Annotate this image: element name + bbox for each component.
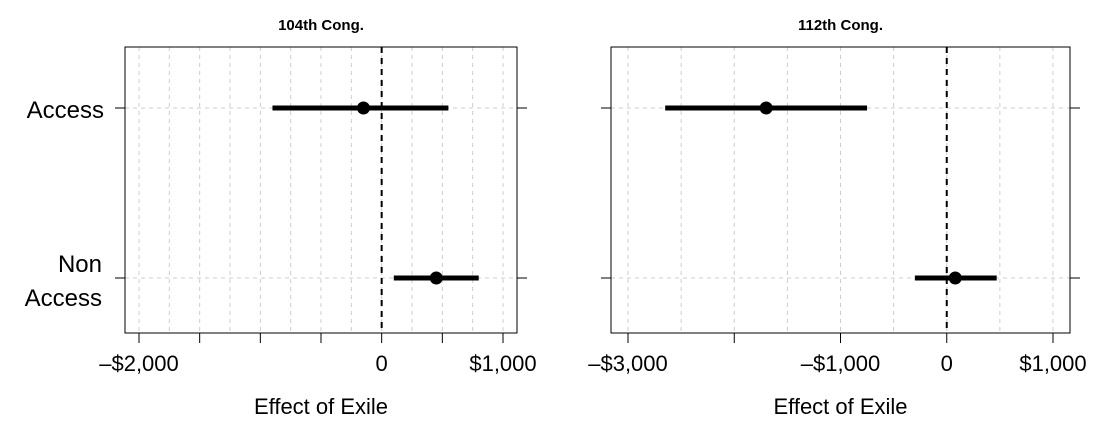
panel-104th-congress: –$2,000 0 $1,000 104th Cong. Effect of Exile xyxy=(99,17,536,419)
y-label-access: Access xyxy=(27,97,104,124)
panel-112th-congress: –$3,000 –$1,000 0 $1,000 112th Cong. Effect o… xyxy=(588,17,1086,419)
x-tick-label: $1,000 xyxy=(469,351,536,376)
panel-title: 104th Cong. xyxy=(278,17,364,34)
x-tick-label: 0 xyxy=(941,351,953,376)
x-tick-label: –$2,000 xyxy=(99,351,179,376)
x-tick-label: –$1,000 xyxy=(801,351,881,376)
point-estimate xyxy=(429,271,443,285)
point-estimate xyxy=(948,271,962,285)
point-estimate xyxy=(759,101,773,115)
panel-title: 112th Cong. xyxy=(798,17,883,34)
x-tick-label: 0 xyxy=(376,351,388,376)
x-axis-title: Effect of Exile xyxy=(254,394,388,419)
y-label-non-access-line1: Non xyxy=(58,251,102,278)
x-tick-label: $1,000 xyxy=(1019,351,1086,376)
y-label-non-access-line2: Access xyxy=(25,285,102,312)
x-axis-title: Effect of Exile xyxy=(773,394,907,419)
point-estimate xyxy=(356,101,370,115)
x-tick-label: –$3,000 xyxy=(588,351,668,376)
